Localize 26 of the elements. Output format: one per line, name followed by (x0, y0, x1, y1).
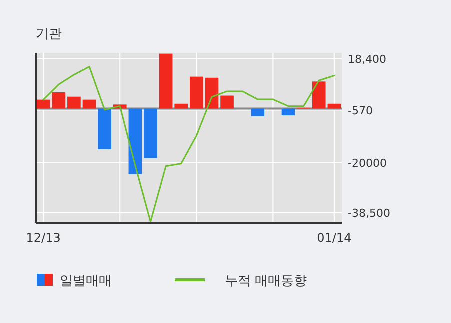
bar (36, 100, 50, 109)
bar (98, 108, 112, 150)
bar (159, 54, 173, 109)
bar (328, 104, 342, 109)
bar (282, 108, 296, 116)
bar (174, 104, 188, 109)
bar (68, 96, 81, 109)
bar (205, 78, 219, 109)
bar (251, 108, 265, 116)
line-series (42, 66, 336, 223)
y-tick-label: -20000 (348, 156, 387, 170)
bar (312, 82, 326, 109)
bar (128, 108, 142, 174)
x-tick-label: 01/14 (317, 231, 352, 245)
bar (220, 96, 234, 109)
y-tick-label: -570 (348, 104, 373, 118)
bar (190, 76, 204, 109)
bar (144, 108, 158, 158)
x-tick-label: 12/13 (26, 231, 61, 245)
bar (52, 92, 66, 109)
chart-title: 기관 (36, 27, 62, 42)
legend-label: 누적 매매동향 (225, 274, 308, 289)
legend-label: 일별매매 (60, 274, 112, 289)
y-tick-label: -38,500 (348, 206, 390, 220)
bar (82, 100, 96, 109)
y-tick-label: 18,400 (348, 52, 386, 66)
